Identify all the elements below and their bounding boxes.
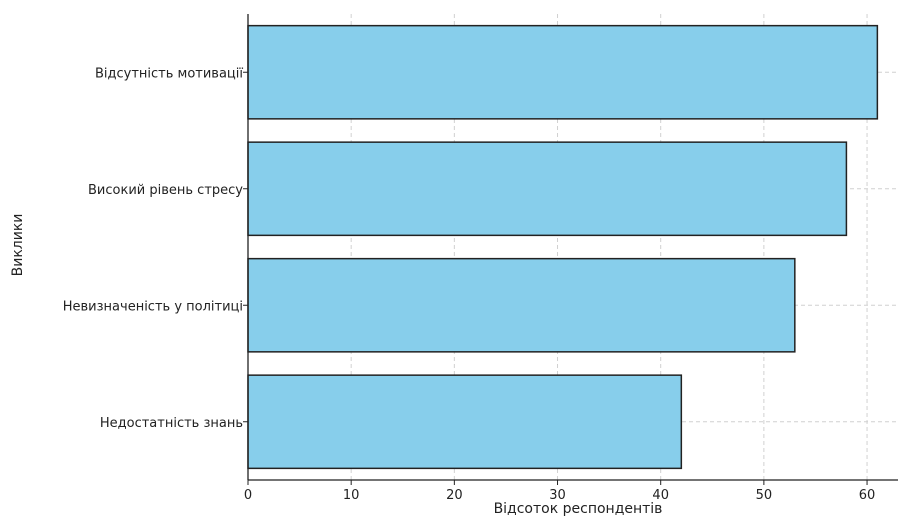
x-tick-label: 40 (652, 488, 669, 503)
bar (247, 141, 848, 237)
bar (247, 24, 879, 120)
x-tick-label: 30 (549, 488, 566, 503)
labels-layer: 0 10 20 30 40 50 60 Відсутність мотивації Високи… (63, 66, 876, 503)
y-tick-label: Невизначеність у політиці (63, 299, 243, 314)
bar (247, 257, 796, 353)
x-tick-label: 60 (859, 488, 876, 503)
x-axis-title: Відсоток респондентів (494, 501, 663, 517)
bar (247, 374, 683, 470)
x-tick-label: 50 (756, 488, 773, 503)
axes-layer (243, 14, 898, 485)
y-axis-title: Виклики (10, 214, 26, 277)
y-tick-label: Високий рівень стресу (88, 183, 243, 198)
x-tick-label: 20 (446, 488, 463, 503)
bars-layer (247, 24, 879, 470)
x-tick-label: 0 (244, 488, 252, 503)
y-tick-label: Відсутність мотивації (95, 66, 243, 81)
y-tick-label: Недостатність знань (100, 416, 243, 431)
x-tick-label: 10 (343, 488, 360, 503)
